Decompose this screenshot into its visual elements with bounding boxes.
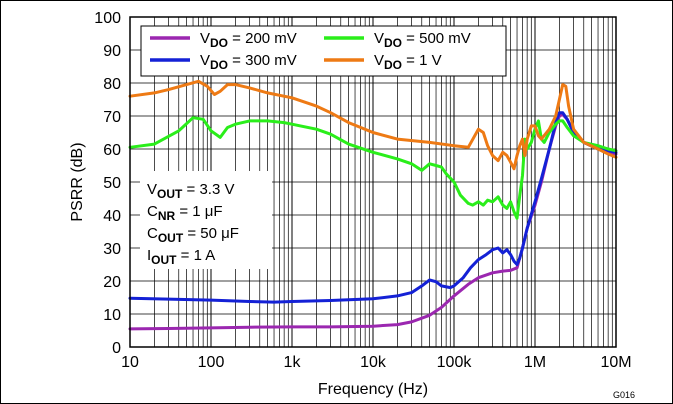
- y-tick-label: 80: [103, 76, 121, 93]
- legend-label: VDO = 200 mV: [200, 30, 297, 50]
- legend-label: VDO = 500 mV: [374, 30, 471, 50]
- condition-label: IOUT = 1 A: [147, 247, 215, 267]
- plot-frame: [129, 16, 617, 348]
- y-tick-label: 50: [103, 175, 121, 192]
- condition-label: COUT = 50 μF: [147, 225, 239, 245]
- conditions-background: [140, 171, 272, 269]
- x-tick-label: 100k: [437, 354, 473, 371]
- y-tick-label: 40: [103, 208, 121, 225]
- y-tick-label: 90: [103, 43, 121, 60]
- x-tick-labels: 10 100 1k 10k 100k 1M 10M: [121, 354, 631, 371]
- legend-label: VDO = 300 mV: [200, 52, 297, 72]
- y-tick-label: 10: [103, 307, 121, 324]
- series-line: [128, 111, 618, 304]
- x-tick-label: 1M: [524, 354, 546, 371]
- x-tick-label: 100: [198, 354, 225, 371]
- y-axis-title: PSRR (dB): [69, 142, 86, 221]
- y-tick-label: 0: [112, 340, 121, 357]
- x-tick-label: 10: [121, 354, 139, 371]
- y-tick-label: 60: [103, 142, 121, 159]
- legend-label: VDO = 1 V: [374, 52, 442, 72]
- series-line: [128, 116, 618, 220]
- legend-box: [140, 25, 507, 77]
- condition-label: CNR = 1 μF: [147, 203, 223, 223]
- condition-label: VOUT = 3.3 V: [147, 181, 234, 201]
- y-tick-label: 70: [103, 109, 121, 126]
- y-tick-label: 20: [103, 274, 121, 291]
- x-tick-label: 10M: [600, 354, 631, 371]
- y-tick-label: 30: [103, 241, 121, 258]
- y-tick-label: 100: [94, 10, 121, 27]
- x-axis-title: Frequency (Hz): [318, 381, 428, 398]
- figure-id: G016: [613, 390, 635, 400]
- x-tick-label: 10k: [360, 354, 387, 371]
- series-line: [128, 79, 618, 171]
- series-layer: [128, 79, 618, 331]
- y-tick-labels: 0 10 20 30 40 50 60 70 80 90 100: [94, 10, 121, 357]
- x-tick-label: 1k: [284, 354, 302, 371]
